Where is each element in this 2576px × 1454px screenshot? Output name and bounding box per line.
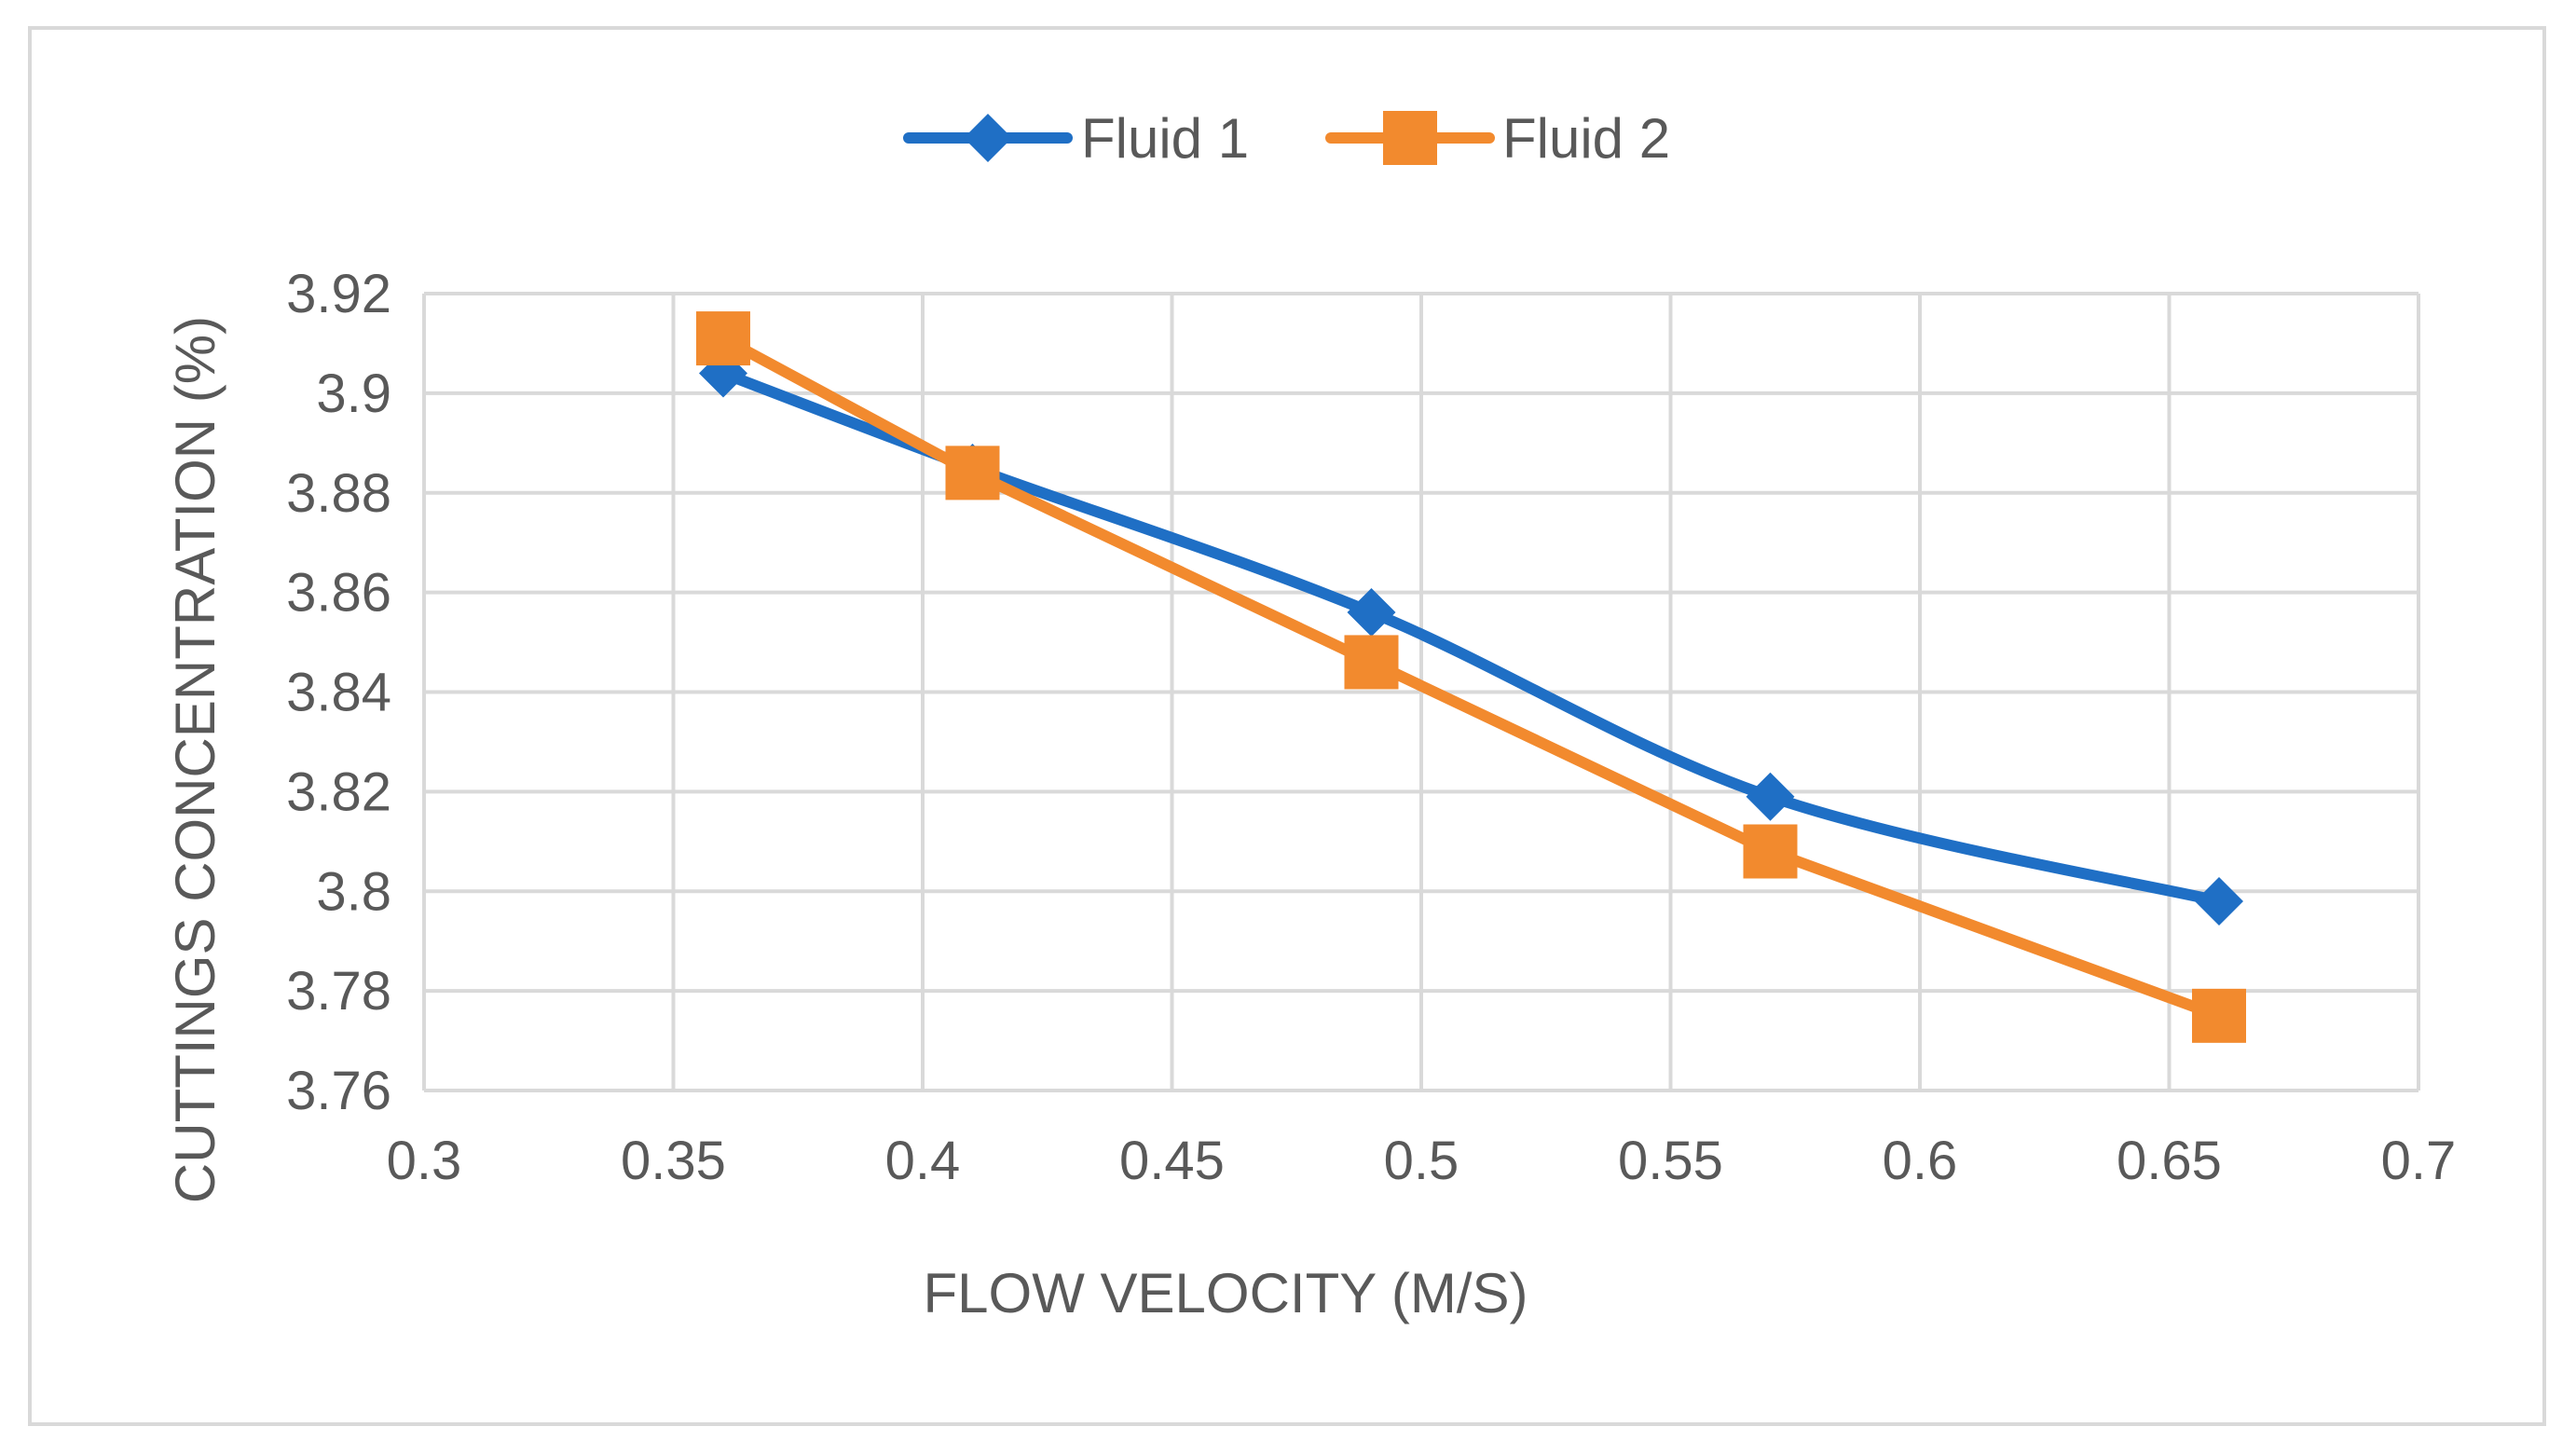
data-point <box>2192 988 2246 1043</box>
y-tick-label: 3.88 <box>286 463 391 524</box>
data-point <box>2195 876 2243 926</box>
y-tick-label: 3.9 <box>316 364 391 424</box>
legend-item-fluid-2: Fluid 2 <box>1325 107 1670 170</box>
data-point <box>945 446 1000 501</box>
y-axis-ticks: 3.76 3.78 3.8 3.82 3.84 3.86 3.88 3.9 3.92 <box>286 264 391 1121</box>
y-tick-label: 3.76 <box>286 1061 391 1121</box>
legend: Fluid 1 Fluid 2 <box>903 107 1670 170</box>
y-tick-label: 3.78 <box>286 961 391 1022</box>
data-point <box>1344 635 1399 690</box>
y-tick-label: 3.84 <box>286 663 391 723</box>
x-tick-label: 0.3 <box>387 1131 462 1191</box>
data-point <box>696 311 750 366</box>
legend-marker <box>964 114 1012 162</box>
x-axis-title: FLOW VELOCITY (M/S) <box>924 1262 1528 1324</box>
x-tick-label: 0.55 <box>1618 1131 1723 1191</box>
series-fluid-1 <box>699 349 2243 926</box>
x-tick-label: 0.35 <box>621 1131 726 1191</box>
x-tick-label: 0.6 <box>1883 1131 1958 1191</box>
x-tick-label: 0.5 <box>1384 1131 1459 1191</box>
x-tick-label: 0.4 <box>885 1131 961 1191</box>
data-point <box>1347 588 1396 637</box>
legend-marker <box>1383 111 1437 165</box>
x-tick-label: 0.65 <box>2117 1131 2222 1191</box>
data-point <box>1746 772 1795 821</box>
data-point <box>1743 824 1798 879</box>
series-line <box>718 333 2225 1022</box>
series-fluid-2 <box>696 311 2246 1043</box>
y-tick-label: 3.82 <box>286 761 391 822</box>
y-tick-label: 3.86 <box>286 563 391 624</box>
legend-item-fluid-1: Fluid 1 <box>903 107 1249 170</box>
y-tick-label: 3.8 <box>316 861 391 922</box>
y-tick-label: 3.92 <box>286 264 391 324</box>
legend-label: Fluid 2 <box>1502 107 1670 170</box>
chart-frame <box>28 26 2546 1426</box>
x-tick-label: 0.45 <box>1119 1131 1225 1191</box>
series-group <box>696 311 2246 1043</box>
legend-label: Fluid 1 <box>1081 107 1249 170</box>
x-axis-ticks: 0.3 0.35 0.4 0.45 0.5 0.55 0.6 0.65 0.7 <box>387 1131 2457 1191</box>
x-tick-label: 0.7 <box>2381 1131 2457 1191</box>
gridlines <box>422 292 2420 1092</box>
y-axis-title: CUTTINGS CONCENTRATION (%) <box>164 316 226 1203</box>
